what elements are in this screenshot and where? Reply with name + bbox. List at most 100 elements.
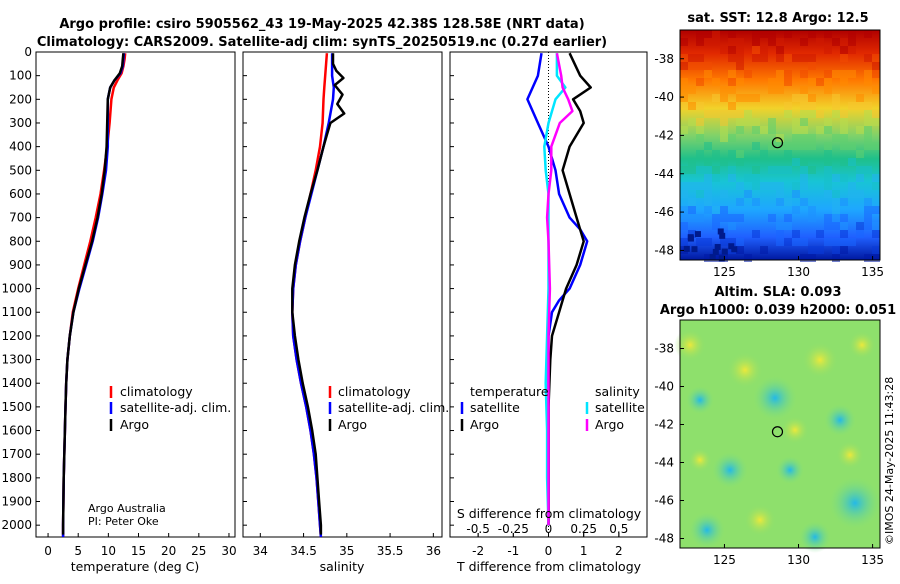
sst-cell (824, 46, 832, 54)
sla-high-patch (781, 416, 809, 444)
sst-cell (680, 102, 688, 110)
sst-cell (696, 54, 704, 62)
credit-line2: PI: Peter Oke (88, 515, 159, 528)
sst-cell (752, 94, 760, 102)
sst-cell (720, 214, 728, 222)
sst-map-title: sat. SST: 12.8 Argo: 12.5 (687, 11, 868, 26)
temperature-legend: climatology satellite-adj. clim. Argo (109, 384, 231, 432)
sst-cell (872, 246, 880, 254)
sst-cell (720, 126, 728, 134)
sst-cell (864, 166, 872, 174)
sst-cell (800, 118, 808, 126)
salinity-satellite-line (291, 53, 336, 538)
temperature-series (61, 53, 127, 537)
sst-cell (792, 126, 800, 134)
sst-cell (840, 230, 848, 238)
sst-cell (784, 198, 792, 206)
sst-cell (824, 142, 832, 150)
sst-cell (856, 94, 864, 102)
legend-argo: Argo (120, 417, 149, 432)
sst-cell (680, 166, 688, 174)
sst-cell (696, 30, 704, 38)
sst-cell (720, 158, 728, 166)
sst-cell (704, 238, 712, 246)
s-difference-xlabel: S difference from climatology (457, 506, 642, 521)
x-tick-label: 35 (339, 544, 354, 558)
sst-cell (712, 214, 720, 222)
x-tick-label: -1 (507, 544, 519, 558)
lat-tick-label: -44 (654, 167, 674, 181)
sst-cell (731, 246, 738, 253)
sst-cell (792, 190, 800, 198)
sst-cell (872, 86, 880, 94)
sst-cell (714, 244, 721, 251)
title-line2: Climatology: CARS2009. Satellite-adj cli… (37, 35, 607, 50)
sst-cell (864, 254, 872, 262)
sst-cell (840, 110, 848, 118)
sst-cell (832, 190, 840, 198)
x-tick-label: -0.25 (498, 522, 529, 536)
sst-cell (712, 222, 720, 230)
sst-cell (736, 62, 744, 70)
sst-cell (816, 110, 824, 118)
sst-cell (712, 248, 719, 255)
sla-high-patch (848, 331, 876, 359)
depth-tick-label: 1700 (1, 447, 32, 461)
sst-cell (864, 30, 872, 38)
sst-cell (704, 206, 712, 214)
sst-cell (728, 30, 736, 38)
sst-cell (872, 62, 880, 70)
sst-cell (712, 38, 720, 46)
sst-cell (752, 54, 760, 62)
sst-cell (824, 86, 832, 94)
lat-tick-label: -44 (654, 456, 674, 470)
sst-cell (832, 94, 840, 102)
sla-map-title-line2: Argo h1000: 0.039 h2000: 0.051 (660, 303, 896, 318)
sst-cell (736, 238, 744, 246)
sst-cell (680, 62, 688, 70)
sst-cell (824, 190, 832, 198)
sst-cell (736, 110, 744, 118)
temperature-climatology-line (61, 53, 127, 537)
sst-cell (864, 70, 872, 78)
sst-cell (776, 230, 784, 238)
sst-cell (808, 142, 816, 150)
sst-cell (696, 126, 704, 134)
sst-cell (840, 198, 848, 206)
sla-low-patch (686, 386, 714, 414)
sst-cell (776, 142, 784, 150)
x-tick-label: 0.5 (609, 522, 628, 536)
lat-tick-label: -46 (654, 494, 674, 508)
salinity-legend: climatology satellite-adj. clim. Argo (328, 384, 449, 432)
sst-cell (680, 182, 688, 190)
sst-cell (792, 118, 800, 126)
sst-cell (840, 246, 848, 254)
sst-cell (784, 102, 792, 110)
sst-cell (704, 110, 712, 118)
sla-high-patch (688, 448, 712, 472)
sst-cell (800, 38, 808, 46)
sst-cell (840, 238, 848, 246)
sst-cell (696, 38, 704, 46)
sst-cell (736, 214, 744, 222)
temperature-panel: 0100200300400500600700800900100011001200… (1, 45, 236, 574)
sst-cell (704, 182, 712, 190)
sst-cell (808, 246, 816, 254)
t-difference-argo-line (547, 52, 592, 526)
sst-cell (848, 102, 856, 110)
sla-frame (679, 319, 881, 549)
x-tick-label: -2 (472, 544, 484, 558)
x-tick-label: -0.5 (466, 522, 489, 536)
sst-cell (688, 166, 696, 174)
sst-cell (808, 62, 816, 70)
sst-cell (719, 232, 726, 239)
sst-cell (744, 118, 752, 126)
temperature-xlabel: temperature (deg C) (71, 559, 200, 574)
depth-tick-label: 1500 (1, 400, 32, 414)
legend-t-argo: Argo (470, 417, 499, 432)
sst-cell (848, 38, 856, 46)
depth-tick-label: 500 (9, 163, 32, 177)
legend-temperature-heading: temperature (470, 384, 549, 399)
sst-cell (864, 118, 872, 126)
